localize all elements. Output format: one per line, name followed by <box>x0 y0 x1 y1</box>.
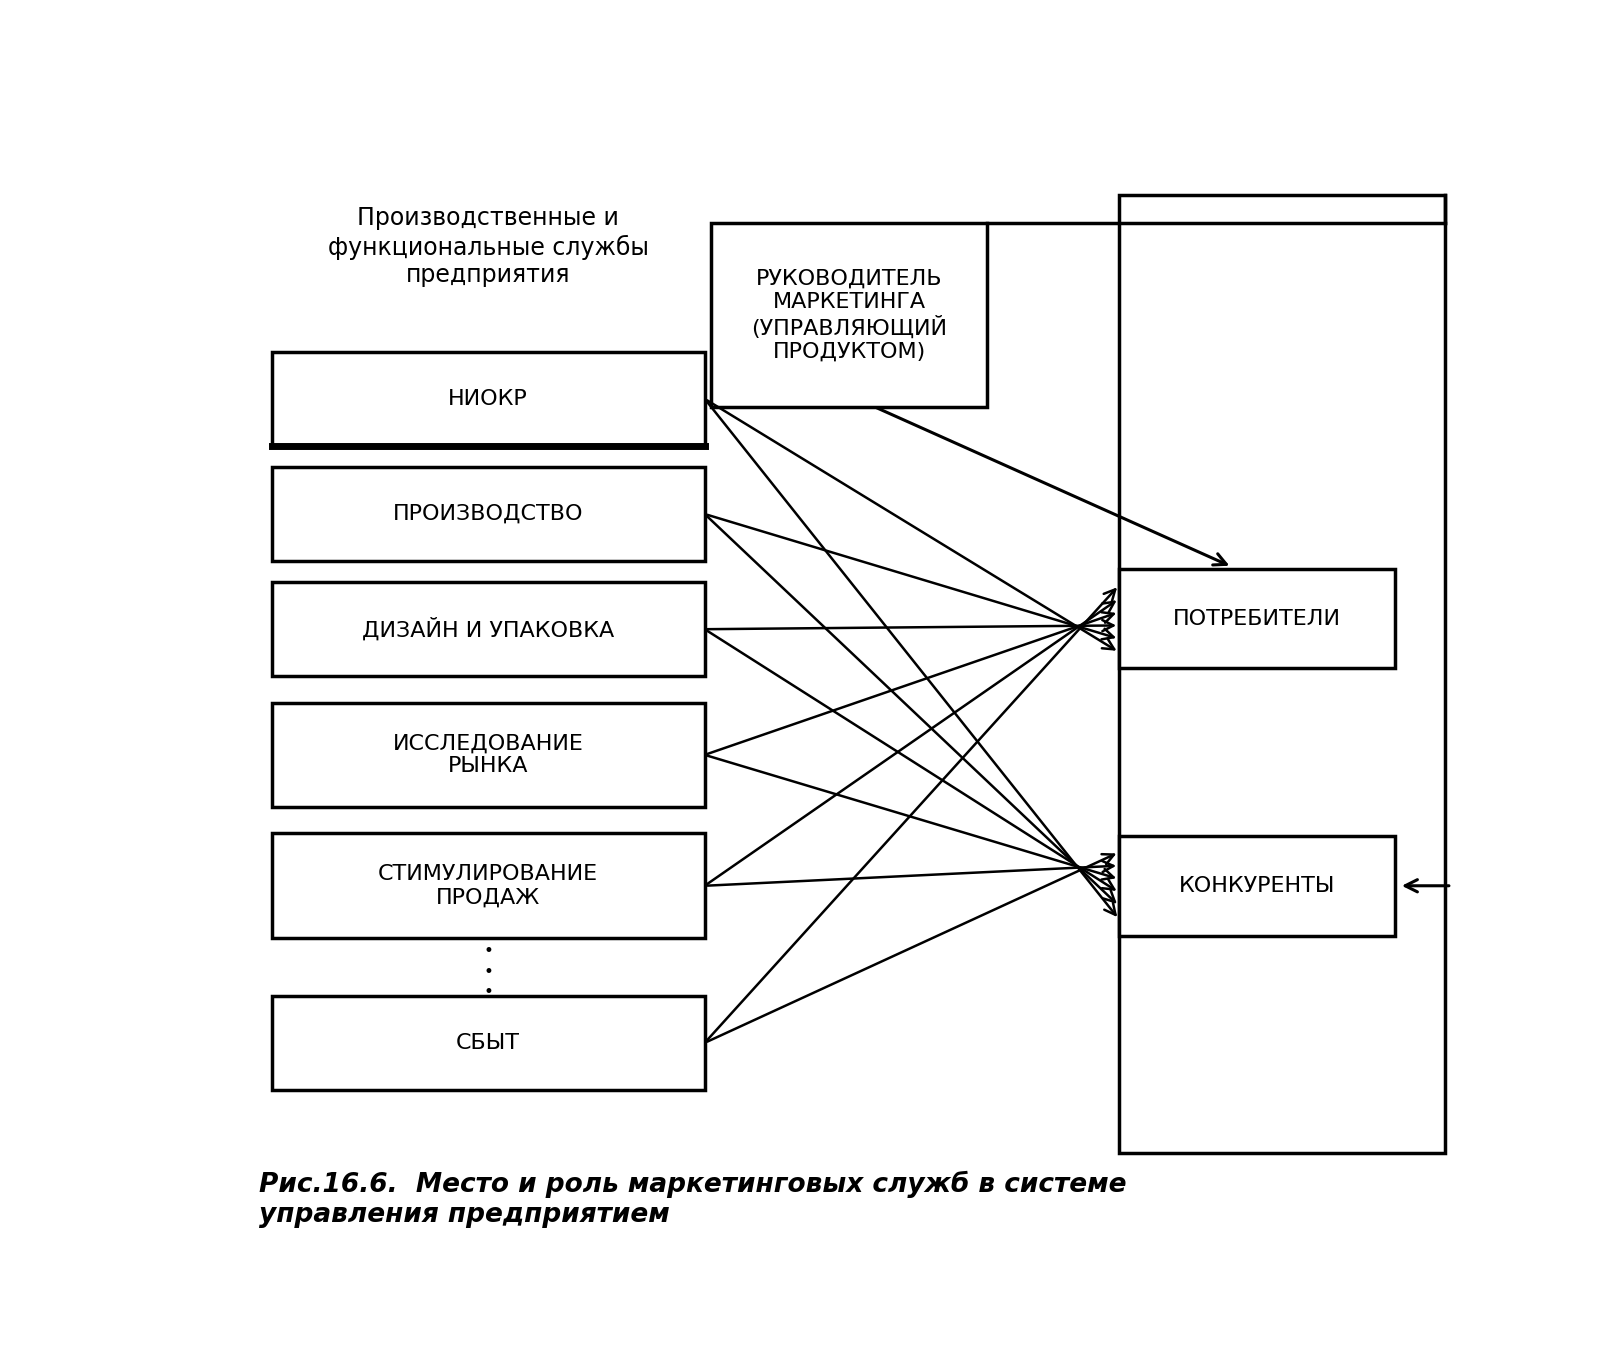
FancyBboxPatch shape <box>711 223 987 407</box>
FancyBboxPatch shape <box>272 352 705 446</box>
FancyBboxPatch shape <box>272 703 705 808</box>
Text: СБЫТ: СБЫТ <box>457 1032 520 1053</box>
Text: КОНКУРЕНТЫ: КОНКУРЕНТЫ <box>1179 876 1335 896</box>
FancyBboxPatch shape <box>1119 568 1395 669</box>
FancyBboxPatch shape <box>272 582 705 676</box>
Text: РУКОВОДИТЕЛЬ
МАРКЕТИНГА
(УПРАВЛЯЮЩИЙ
ПРОДУКТОМ): РУКОВОДИТЕЛЬ МАРКЕТИНГА (УПРАВЛЯЮЩИЙ ПРО… <box>752 268 948 362</box>
Text: ИССЛЕДОВАНИЕ
РЫНКА: ИССЛЕДОВАНИЕ РЫНКА <box>392 733 583 777</box>
Text: ПОТРЕБИТЕЛИ: ПОТРЕБИТЕЛИ <box>1173 609 1341 628</box>
FancyBboxPatch shape <box>272 834 705 938</box>
Text: •
•
•: • • • <box>483 942 492 1001</box>
Text: ДИЗАЙН И УПАКОВКА: ДИЗАЙН И УПАКОВКА <box>361 617 614 641</box>
FancyBboxPatch shape <box>272 996 705 1089</box>
Text: СТИМУЛИРОВАНИЕ
ПРОДАЖ: СТИМУЛИРОВАНИЕ ПРОДАЖ <box>377 864 598 907</box>
FancyBboxPatch shape <box>1119 836 1395 936</box>
FancyBboxPatch shape <box>272 466 705 562</box>
Text: ПРОИЗВОДСТВО: ПРОИЗВОДСТВО <box>394 505 583 524</box>
Text: Рис.16.6.  Место и роль маркетинговых служб в системе
управления предприятием: Рис.16.6. Место и роль маркетинговых слу… <box>259 1171 1126 1228</box>
Text: НИОКР: НИОКР <box>449 389 528 409</box>
Text: Производственные и
функциональные службы
предприятия: Производственные и функциональные службы… <box>327 207 648 287</box>
